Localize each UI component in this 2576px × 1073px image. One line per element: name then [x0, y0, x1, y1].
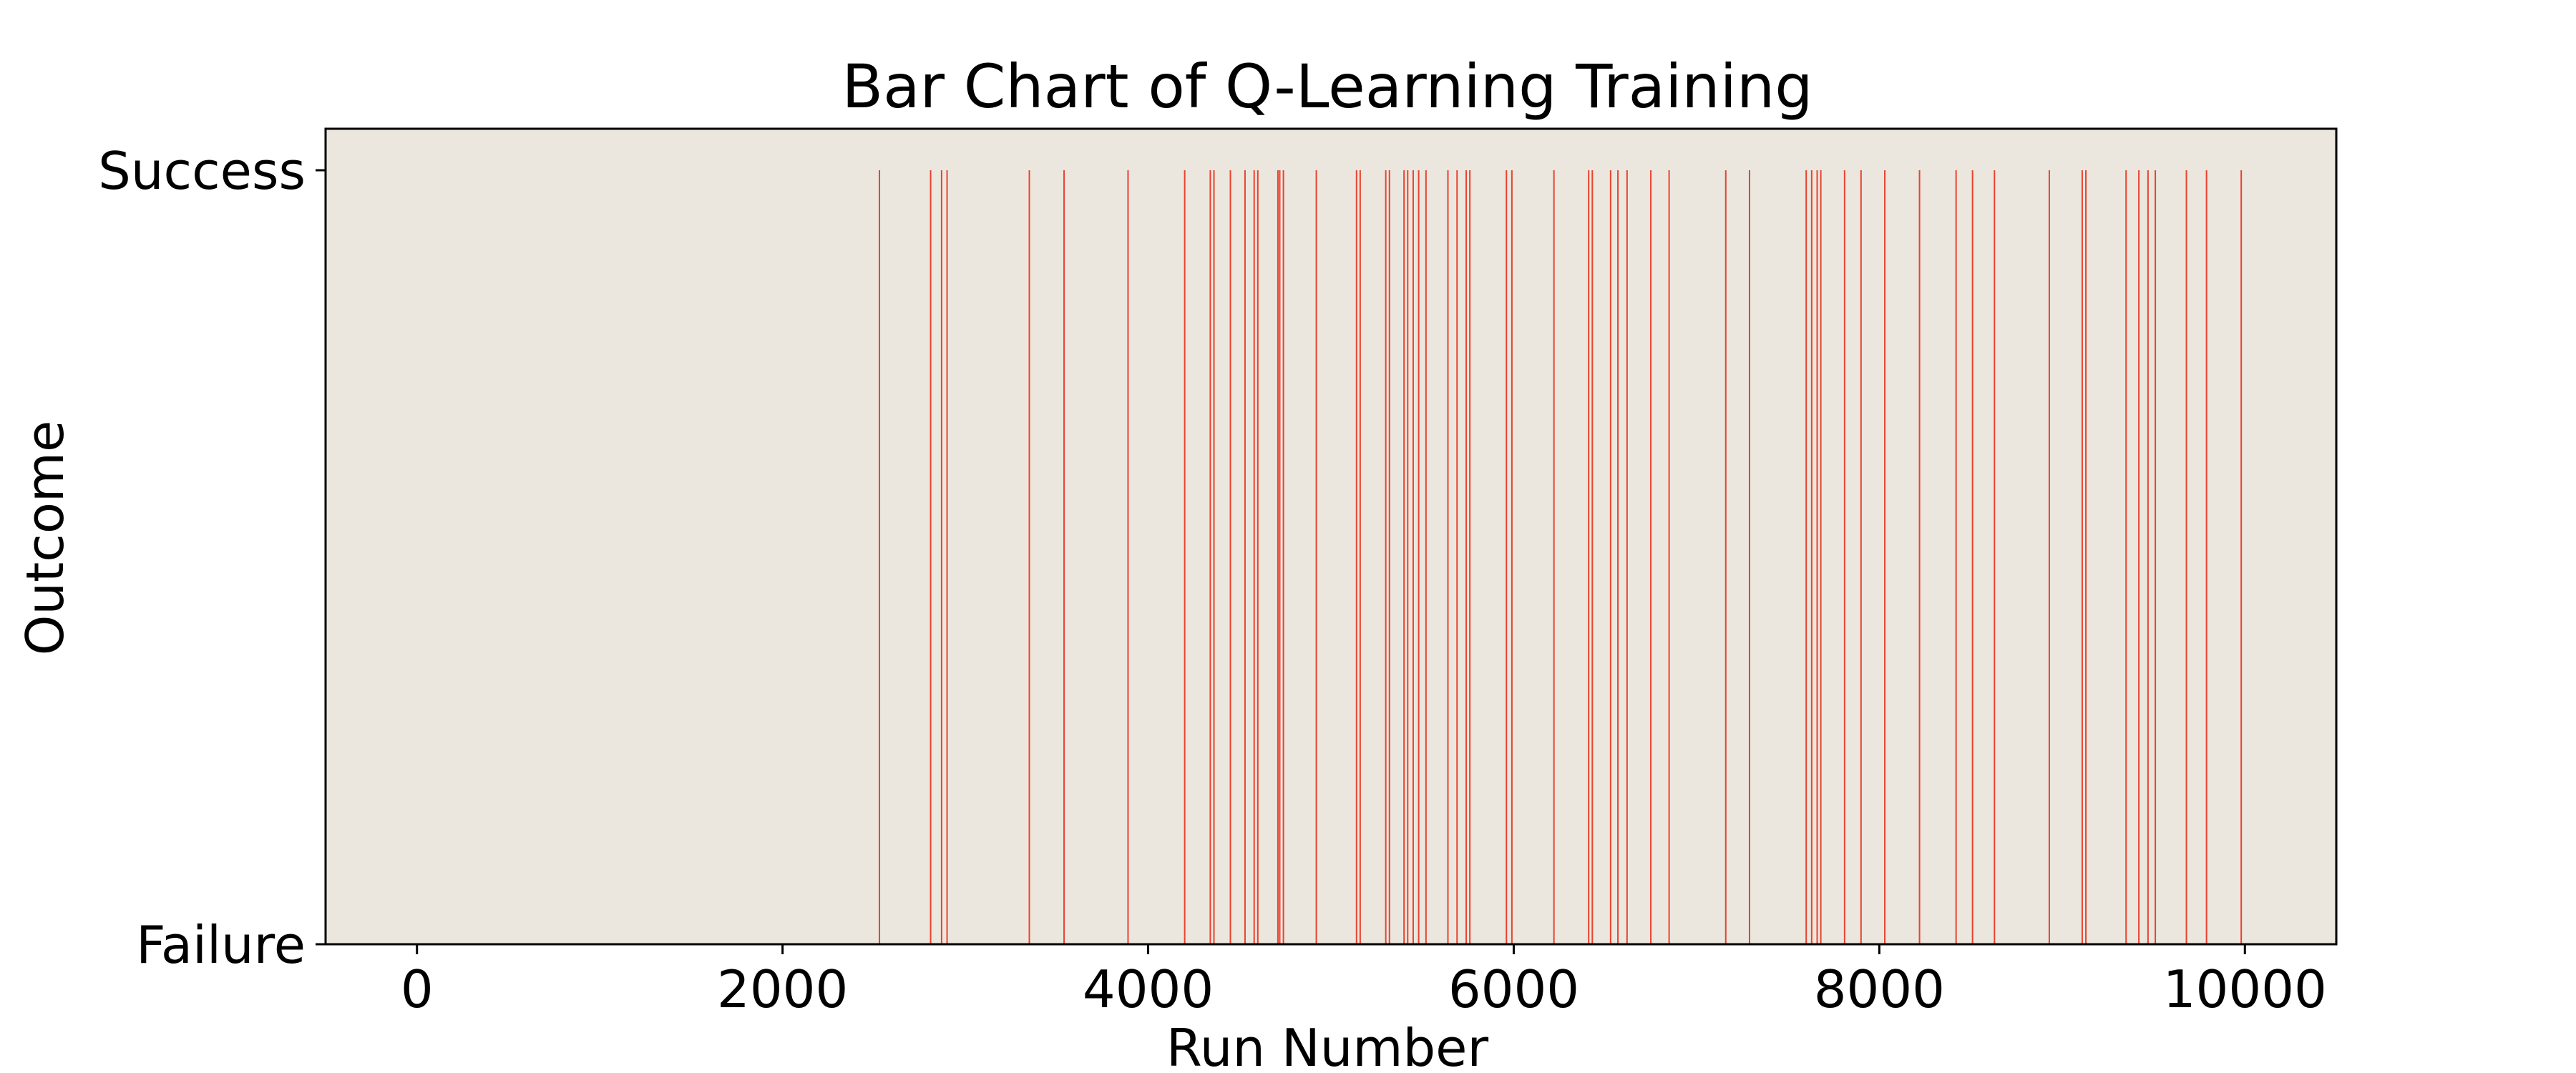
y-tick-label: Failure: [136, 915, 306, 975]
y-axis-label: Outcome: [15, 421, 75, 656]
x-tick-label: 8000: [1814, 959, 1945, 1019]
plot-area: [326, 129, 2336, 944]
y-tick-label: Success: [98, 141, 306, 201]
x-axis-label: Run Number: [1166, 1018, 1489, 1073]
y-axis-ticks: Failure Success: [98, 141, 326, 975]
x-tick-label: 4000: [1083, 959, 1214, 1019]
plot-frame: [324, 127, 2338, 946]
x-tick-label: 10000: [2163, 959, 2327, 1019]
x-tick-label: 0: [401, 959, 434, 1019]
x-axis-ticks: 0 2000 4000 6000 8000 10000: [401, 944, 2327, 1019]
chart-title: Bar Chart of Q-Learning Training: [841, 52, 1813, 122]
x-tick-label: 6000: [1448, 959, 1579, 1019]
bars-group: [879, 170, 2243, 944]
x-tick-label: 2000: [717, 959, 848, 1019]
